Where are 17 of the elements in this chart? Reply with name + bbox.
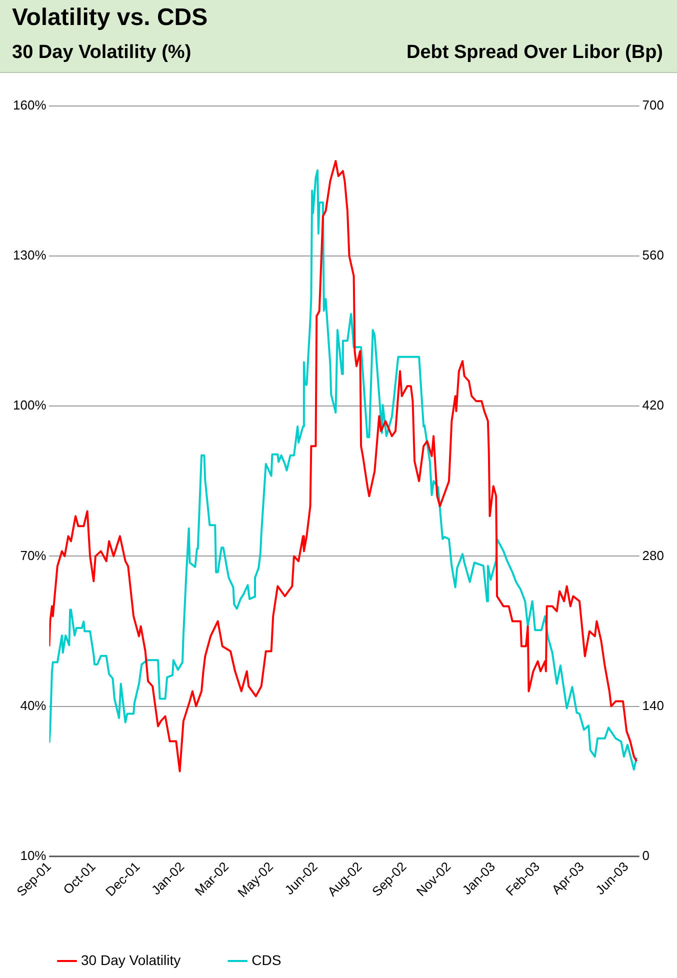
y2-axis-title: Debt Spread Over Libor (Bp) <box>406 42 663 64</box>
y2-tick-label: 420 <box>642 398 664 413</box>
y2-tick-label: 140 <box>642 698 664 713</box>
legend-label: 30 Day Volatility <box>81 952 181 968</box>
y2-tick-label: 280 <box>642 548 664 563</box>
y2-tick-label: 0 <box>642 848 650 863</box>
y-tick-label: 10% <box>20 848 47 863</box>
chart-title: Volatility vs. CDS <box>12 4 208 32</box>
y-tick-label: 160% <box>13 98 47 113</box>
y2-tick-label: 700 <box>642 98 664 113</box>
y-tick-label: 40% <box>20 698 47 713</box>
y-axis-title: 30 Day Volatility (%) <box>12 42 192 64</box>
y2-tick-label: 560 <box>642 248 664 263</box>
y-tick-label: 130% <box>13 248 47 263</box>
y-tick-label: 70% <box>20 548 47 563</box>
legend-label: CDS <box>252 952 282 968</box>
y-tick-label: 100% <box>13 398 47 413</box>
